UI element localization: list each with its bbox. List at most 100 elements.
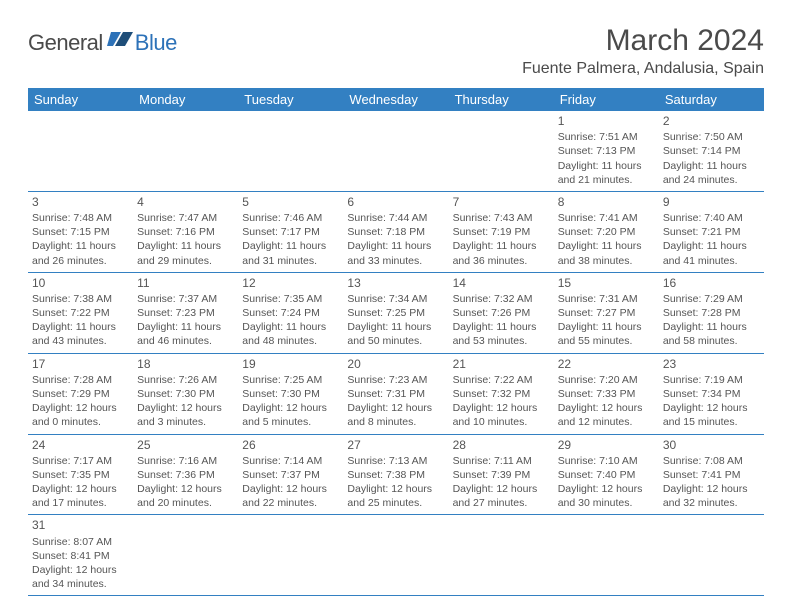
sunset-text: Sunset: 7:32 PM — [453, 387, 550, 401]
sunrise-text: Sunrise: 7:46 AM — [242, 211, 339, 225]
day-cell: 26Sunrise: 7:14 AMSunset: 7:37 PMDayligh… — [238, 435, 343, 515]
sunset-text: Sunset: 7:20 PM — [558, 225, 655, 239]
day-number: 10 — [32, 275, 129, 291]
daylight-text: and 0 minutes. — [32, 415, 129, 429]
daylight-text: and 33 minutes. — [347, 254, 444, 268]
day-number: 31 — [32, 517, 129, 533]
daylight-text: Daylight: 11 hours — [453, 320, 550, 334]
day-cell-empty — [28, 111, 133, 191]
day-cell-empty — [449, 515, 554, 595]
day-cell: 9Sunrise: 7:40 AMSunset: 7:21 PMDaylight… — [659, 192, 764, 272]
daylight-text: Daylight: 12 hours — [347, 482, 444, 496]
sunset-text: Sunset: 7:25 PM — [347, 306, 444, 320]
sunrise-text: Sunrise: 7:13 AM — [347, 454, 444, 468]
day-cell: 8Sunrise: 7:41 AMSunset: 7:20 PMDaylight… — [554, 192, 659, 272]
day-number: 18 — [137, 356, 234, 372]
sunset-text: Sunset: 7:29 PM — [32, 387, 129, 401]
day-cell: 1Sunrise: 7:51 AMSunset: 7:13 PMDaylight… — [554, 111, 659, 191]
daylight-text: Daylight: 11 hours — [347, 320, 444, 334]
calendar: Sunday Monday Tuesday Wednesday Thursday… — [28, 88, 764, 596]
day-cell-empty — [659, 515, 764, 595]
sunrise-text: Sunrise: 7:34 AM — [347, 292, 444, 306]
daylight-text: and 21 minutes. — [558, 173, 655, 187]
sunset-text: Sunset: 7:26 PM — [453, 306, 550, 320]
day-number: 26 — [242, 437, 339, 453]
day-number: 13 — [347, 275, 444, 291]
daylight-text: and 27 minutes. — [453, 496, 550, 510]
day-number: 17 — [32, 356, 129, 372]
sunset-text: Sunset: 7:34 PM — [663, 387, 760, 401]
day-cell-empty — [133, 515, 238, 595]
sunrise-text: Sunrise: 7:14 AM — [242, 454, 339, 468]
week-row: 1Sunrise: 7:51 AMSunset: 7:13 PMDaylight… — [28, 111, 764, 192]
daylight-text: and 41 minutes. — [663, 254, 760, 268]
daylight-text: Daylight: 11 hours — [558, 320, 655, 334]
logo-flag-icon — [107, 32, 133, 55]
sunrise-text: Sunrise: 7:41 AM — [558, 211, 655, 225]
daylight-text: Daylight: 12 hours — [32, 401, 129, 415]
day-cell: 5Sunrise: 7:46 AMSunset: 7:17 PMDaylight… — [238, 192, 343, 272]
daylight-text: and 22 minutes. — [242, 496, 339, 510]
daylight-text: Daylight: 11 hours — [32, 320, 129, 334]
sunset-text: Sunset: 7:13 PM — [558, 144, 655, 158]
sunrise-text: Sunrise: 7:48 AM — [32, 211, 129, 225]
daylight-text: Daylight: 12 hours — [558, 482, 655, 496]
daylight-text: Daylight: 12 hours — [137, 482, 234, 496]
sunset-text: Sunset: 7:22 PM — [32, 306, 129, 320]
daylight-text: and 34 minutes. — [32, 577, 129, 591]
daylight-text: Daylight: 11 hours — [137, 239, 234, 253]
sunset-text: Sunset: 7:30 PM — [137, 387, 234, 401]
sunset-text: Sunset: 7:38 PM — [347, 468, 444, 482]
daylight-text: and 17 minutes. — [32, 496, 129, 510]
daylight-text: and 38 minutes. — [558, 254, 655, 268]
day-number: 30 — [663, 437, 760, 453]
day-number: 29 — [558, 437, 655, 453]
day-cell-empty — [449, 111, 554, 191]
daylight-text: Daylight: 12 hours — [137, 401, 234, 415]
weekday-header: Sunday — [28, 88, 133, 111]
daylight-text: Daylight: 12 hours — [347, 401, 444, 415]
day-cell-empty — [238, 111, 343, 191]
sunrise-text: Sunrise: 7:08 AM — [663, 454, 760, 468]
header: General Blue March 2024 Fuente Palmera, … — [28, 24, 764, 78]
logo-text-blue: Blue — [135, 30, 177, 56]
weekday-header: Wednesday — [343, 88, 448, 111]
day-number: 9 — [663, 194, 760, 210]
daylight-text: and 10 minutes. — [453, 415, 550, 429]
daylight-text: Daylight: 12 hours — [32, 482, 129, 496]
day-cell: 12Sunrise: 7:35 AMSunset: 7:24 PMDayligh… — [238, 273, 343, 353]
day-cell-empty — [238, 515, 343, 595]
sunrise-text: Sunrise: 7:38 AM — [32, 292, 129, 306]
sunrise-text: Sunrise: 7:29 AM — [663, 292, 760, 306]
daylight-text: Daylight: 11 hours — [663, 239, 760, 253]
daylight-text: Daylight: 12 hours — [558, 401, 655, 415]
weekday-header: Friday — [554, 88, 659, 111]
day-cell: 16Sunrise: 7:29 AMSunset: 7:28 PMDayligh… — [659, 273, 764, 353]
sunset-text: Sunset: 7:30 PM — [242, 387, 339, 401]
sunset-text: Sunset: 7:21 PM — [663, 225, 760, 239]
daylight-text: Daylight: 11 hours — [242, 320, 339, 334]
sunset-text: Sunset: 7:28 PM — [663, 306, 760, 320]
weekday-header: Monday — [133, 88, 238, 111]
daylight-text: and 24 minutes. — [663, 173, 760, 187]
day-number: 3 — [32, 194, 129, 210]
sunrise-text: Sunrise: 7:32 AM — [453, 292, 550, 306]
daylight-text: and 46 minutes. — [137, 334, 234, 348]
weekday-header-row: Sunday Monday Tuesday Wednesday Thursday… — [28, 88, 764, 111]
daylight-text: Daylight: 12 hours — [453, 401, 550, 415]
sunset-text: Sunset: 7:14 PM — [663, 144, 760, 158]
sunset-text: Sunset: 7:24 PM — [242, 306, 339, 320]
daylight-text: and 30 minutes. — [558, 496, 655, 510]
daylight-text: Daylight: 11 hours — [242, 239, 339, 253]
sunset-text: Sunset: 7:41 PM — [663, 468, 760, 482]
day-cell: 7Sunrise: 7:43 AMSunset: 7:19 PMDaylight… — [449, 192, 554, 272]
weekday-header: Tuesday — [238, 88, 343, 111]
sunrise-text: Sunrise: 7:22 AM — [453, 373, 550, 387]
day-number: 7 — [453, 194, 550, 210]
day-cell: 11Sunrise: 7:37 AMSunset: 7:23 PMDayligh… — [133, 273, 238, 353]
day-cell: 3Sunrise: 7:48 AMSunset: 7:15 PMDaylight… — [28, 192, 133, 272]
day-cell: 13Sunrise: 7:34 AMSunset: 7:25 PMDayligh… — [343, 273, 448, 353]
sunset-text: Sunset: 7:40 PM — [558, 468, 655, 482]
calendar-body: 1Sunrise: 7:51 AMSunset: 7:13 PMDaylight… — [28, 111, 764, 596]
day-number: 11 — [137, 275, 234, 291]
